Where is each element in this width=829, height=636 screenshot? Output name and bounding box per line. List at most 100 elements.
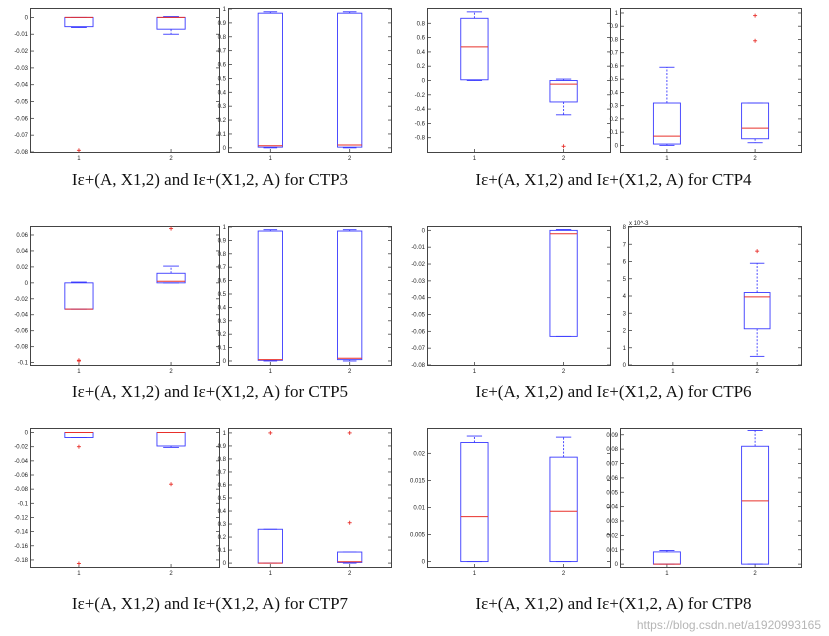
box-group-1 — [257, 11, 283, 149]
box-group-2 — [156, 226, 186, 284]
y-tick-label: 0 — [615, 143, 619, 149]
y-tick-label: -0.07 — [411, 346, 425, 352]
x-tick-label: 2 — [562, 156, 566, 162]
y-tick-label: -0.1 — [18, 361, 29, 367]
x-tick-label: 1 — [671, 369, 675, 375]
y-tick-label: 0.5 — [610, 77, 619, 83]
box — [337, 12, 363, 148]
x-tick-label: 2 — [753, 571, 757, 577]
x-tick-label: 2 — [562, 369, 566, 375]
boxplot-svg: 0.8 0.6 0.4 0.2 0 -0.2 -0.4 -0.6 -0.8 1 2 — [415, 11, 610, 162]
boxplot-ctp7-right: 0 0.1 0.2 0.3 0.4 0.5 0.6 0.7 0.8 0.9 1 1 2 — [218, 428, 392, 577]
boxplot-ctp8-left: 0 0.005 0.01 0.015 0.02 1 2 — [410, 428, 611, 577]
boxplot-svg: 0.06 0.04 0.02 0 -0.02 -0.04 -0.06 -0.08 -0.1 1 2 — [14, 226, 219, 375]
y-tick-label: 1 — [223, 225, 227, 231]
y-tick-label: -0.06 — [14, 116, 28, 122]
y-tick-label: 0 — [25, 15, 29, 21]
y-tick-label: -0.02 — [14, 297, 28, 303]
y-tick-label: 0.1 — [218, 132, 227, 138]
box-group-1 — [257, 229, 283, 362]
box — [156, 432, 186, 447]
caption-ctp8: Iε+(A, X1,2) and Iε+(X1,2, A) for CTP8 — [475, 594, 752, 613]
box — [337, 230, 363, 361]
box — [64, 432, 94, 438]
box — [64, 16, 94, 28]
y-tick-label: -0.06 — [14, 329, 28, 335]
y-tick-label: 0.6 — [218, 63, 227, 69]
y-tick-label: 1 — [223, 7, 227, 13]
y-tick-label: 0.3 — [218, 104, 227, 110]
y-tick-label: 0.04 — [16, 249, 28, 255]
y-tick-label: -0.01 — [411, 245, 425, 251]
x-tick-label: 2 — [169, 369, 173, 375]
y-tick-label: -0.8 — [415, 136, 426, 142]
y-tick-label: 0 — [623, 363, 627, 369]
y-tick-label: 0.08 — [606, 447, 618, 453]
box-group-1 — [460, 11, 489, 81]
x-tick-label: 1 — [473, 369, 477, 375]
caption-ctp4: Iε+(A, X1,2) and Iε+(X1,2, A) for CTP4 — [475, 170, 752, 189]
x-tick-label: 2 — [169, 156, 173, 162]
y-tick-label: -0.2 — [415, 93, 426, 99]
box — [460, 17, 489, 81]
boxplot-ctp7-left: 0 -0.02 -0.04 -0.06 -0.08 -0.1 -0.12 -0.14 -0.16… — [14, 428, 220, 577]
boxplot-svg: 0 0.01 0.02 0.03 0.04 0.05 0.06 0.07 0.08 0.09 1 2 — [606, 429, 801, 577]
y-tick-label: 0.02 — [413, 451, 425, 457]
x-tick-label: 1 — [473, 571, 477, 577]
y-tick-label: 0.8 — [610, 37, 619, 43]
y-tick-label: 0 — [615, 562, 619, 568]
y-tick-label: -0.02 — [14, 49, 28, 55]
box-group-2 — [741, 429, 770, 565]
y-tick-label: 0.8 — [218, 35, 227, 41]
y-tick-label: 0.2 — [417, 64, 426, 70]
y-tick-label: 0.02 — [606, 533, 618, 539]
y-tick-label: 0.02 — [16, 265, 28, 271]
box-group-2 — [337, 229, 363, 362]
y-tick-label: 0.01 — [413, 505, 425, 511]
boxplot-svg: 0 0.1 0.2 0.3 0.4 0.5 0.6 0.7 0.8 0.9 1 1 2 — [218, 430, 391, 577]
y-tick-label: 0.7 — [610, 51, 619, 57]
y-tick-label: 0 — [25, 431, 29, 437]
y-tick-label: -0.03 — [411, 279, 425, 285]
box-group-1 — [64, 432, 94, 566]
box-group-1 — [64, 281, 94, 364]
box — [652, 551, 681, 565]
y-tick-label: -0.04 — [411, 296, 425, 302]
y-tick-label: 8 — [623, 225, 627, 231]
y-tick-label: 0.03 — [606, 519, 618, 525]
y-tick-label: 0.04 — [606, 505, 618, 511]
y-tick-label: 0.2 — [218, 332, 227, 338]
y-tick-label: -0.12 — [14, 515, 28, 521]
y-tick-label: 0 — [422, 560, 426, 566]
y-tick-label: 0 — [25, 281, 29, 287]
box-group-2 — [549, 229, 578, 337]
x-tick-label: 1 — [269, 156, 273, 162]
boxplot-ctp5-left: 0.06 0.04 0.02 0 -0.02 -0.04 -0.06 -0.08 -0.1 1 2 — [14, 226, 220, 375]
y-tick-label: 0.8 — [218, 252, 227, 258]
y-tick-label: 0.06 — [606, 476, 618, 482]
y-tick-label: 0.05 — [606, 490, 618, 496]
boxplot-svg: 0 1 2 3 4 5 6 7 8 1 2 x 10^-3 — [623, 221, 801, 375]
y-tick-label: 4 — [623, 294, 627, 300]
y-tick-label: -0.18 — [14, 558, 28, 564]
y-tick-label: -0.08 — [411, 363, 425, 369]
box — [741, 102, 770, 140]
caption-ctp3: Iε+(A, X1,2) and Iε+(X1,2, A) for CTP3 — [71, 170, 349, 189]
y-tick-label: 0.4 — [218, 509, 227, 515]
box-group-1 — [257, 430, 283, 564]
y-tick-label: 0.2 — [218, 535, 227, 541]
y-tick-label: 0.8 — [417, 21, 426, 27]
y-tick-label: 0.09 — [606, 433, 618, 439]
x-tick-label: 1 — [77, 571, 81, 577]
y-tick-label: 0.7 — [218, 265, 227, 271]
boxplot-svg: 0 -0.01 -0.02 -0.03 -0.04 -0.05 -0.06 -0.07 -0.0… — [14, 15, 219, 162]
x-tick-label: 1 — [665, 156, 669, 162]
y-tick-label: -0.08 — [14, 345, 28, 351]
y-tick-label: 0 — [422, 228, 426, 234]
y-tick-label: 2 — [623, 329, 627, 335]
box — [549, 80, 578, 103]
y-tick-label: 0.2 — [218, 118, 227, 124]
y-tick-label: 0.7 — [218, 49, 227, 55]
y-tick-label: 0.005 — [410, 533, 426, 539]
y-tick-label: 0.6 — [610, 64, 619, 70]
